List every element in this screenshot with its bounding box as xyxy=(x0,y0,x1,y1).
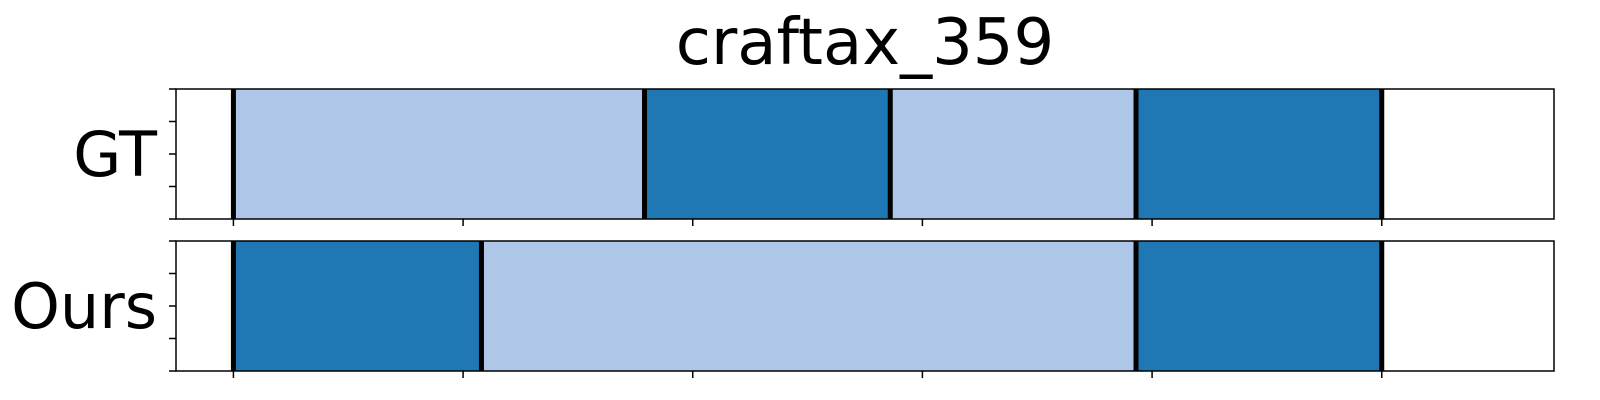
segment-bar xyxy=(1136,241,1382,371)
segment-bar xyxy=(644,89,891,219)
row-panel-ours: Ours xyxy=(11,240,1555,378)
segment-bar xyxy=(1136,89,1382,219)
segment-bar xyxy=(233,241,482,371)
row-label: GT xyxy=(73,118,158,191)
segment-bar xyxy=(233,89,645,219)
row-label: Ours xyxy=(11,270,157,343)
segment-bar xyxy=(890,89,1137,219)
rows-layer: GT Ours xyxy=(11,88,1555,378)
segment-bar xyxy=(481,241,1137,371)
chart-title: craftax_359 xyxy=(676,6,1054,80)
row-panel-gt: GT xyxy=(73,88,1555,226)
